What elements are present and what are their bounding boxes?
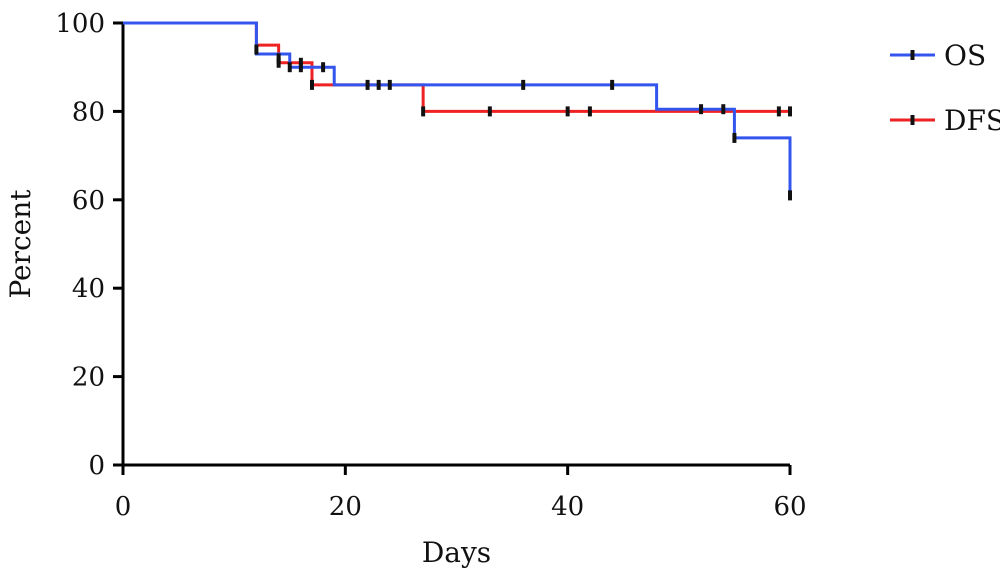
- series-line-os: [123, 21, 792, 196]
- y-tick-label: 0: [88, 451, 105, 481]
- legend-label-dfs: DFS: [944, 104, 1000, 137]
- x-tick-label: 60: [773, 492, 806, 522]
- y-tick-label: 20: [72, 363, 105, 393]
- legend-label-os: OS: [944, 39, 986, 72]
- x-axis-title: Days: [422, 536, 491, 569]
- y-tick-label: 40: [72, 274, 105, 304]
- x-tick-label: 40: [551, 492, 584, 522]
- y-tick-label: 60: [72, 186, 105, 216]
- series-group: [123, 21, 792, 201]
- y-tick-label: 80: [72, 97, 105, 127]
- axes-group: 0 20 40 60 80 100 0 20 40 60: [55, 9, 806, 522]
- y-tick-label: 100: [55, 9, 105, 39]
- x-tick-label: 20: [329, 492, 362, 522]
- series-line-dfs: [123, 21, 790, 113]
- x-tick-label: 0: [115, 492, 132, 522]
- legend: OS DFS: [890, 39, 1000, 137]
- y-axis-title: Percent: [4, 189, 37, 299]
